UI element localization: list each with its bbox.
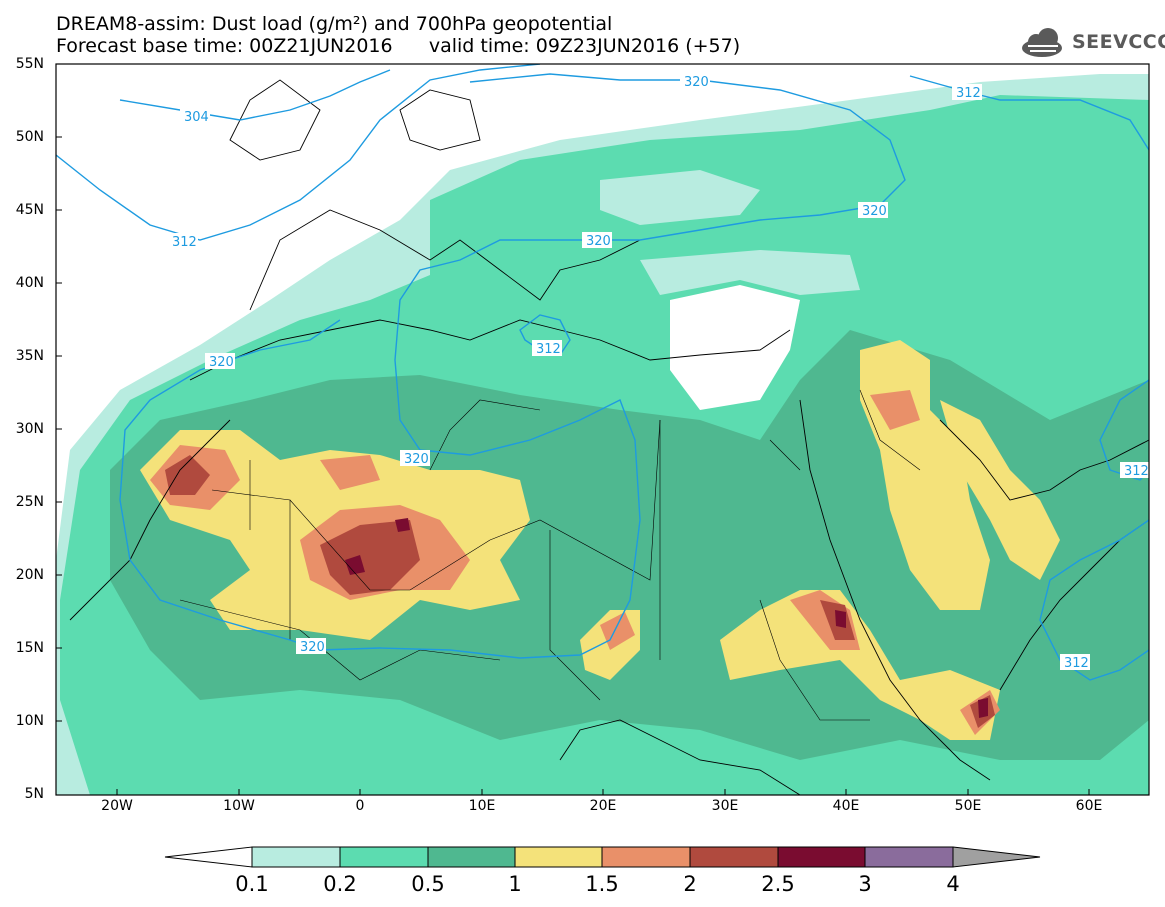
colorbar-segment bbox=[689, 846, 779, 868]
dust-band-2.5-n bbox=[395, 518, 410, 532]
colorbar-segment bbox=[601, 846, 691, 868]
dust-band-2.5-somalia bbox=[978, 698, 988, 718]
clear-area-anatolia bbox=[640, 250, 860, 295]
colorbar-segment bbox=[251, 846, 341, 868]
lat-label: 20N bbox=[15, 567, 44, 583]
coastlines bbox=[69, 79, 1149, 795]
axis-ticks bbox=[56, 63, 1090, 795]
map-title: DREAM8-assim: Dust load (g/m²) and 700hP… bbox=[56, 13, 613, 35]
colorbar-label: 2 bbox=[683, 872, 697, 896]
colorbar-label: 0.5 bbox=[411, 872, 445, 896]
colorbar-label: 1 bbox=[508, 872, 522, 896]
lat-label: 30N bbox=[15, 421, 44, 437]
contour-label: 312 bbox=[1064, 656, 1089, 671]
lat-label: 10N bbox=[15, 713, 44, 729]
dust-band-1.5-iraq bbox=[870, 390, 920, 430]
lon-label: 10E bbox=[468, 798, 496, 814]
contour-label: 320 bbox=[209, 355, 234, 370]
contour-label: 312 bbox=[1124, 464, 1149, 479]
colorbar-label: 3 bbox=[858, 872, 872, 896]
clear-area-central-europe bbox=[600, 170, 760, 225]
colorbar-label: 4 bbox=[946, 872, 960, 896]
colorbar-label: 1.5 bbox=[585, 872, 619, 896]
dust-band-1-ethiopia bbox=[720, 590, 1000, 740]
contour-labels: 304 312 320 320 320 312 320 320 320 312 … bbox=[168, 73, 1150, 671]
dust-band-2-west bbox=[165, 455, 210, 495]
colorbar-label: 2.5 bbox=[761, 872, 795, 896]
lat-label: 15N bbox=[15, 640, 44, 656]
lon-label: 50E bbox=[954, 798, 982, 814]
colorbar-segment bbox=[514, 846, 603, 868]
colorbar-segment bbox=[427, 846, 516, 868]
colorbar-label: 0.1 bbox=[235, 872, 269, 896]
lon-label: 20E bbox=[589, 798, 617, 814]
colorbar-over-triangle bbox=[952, 846, 1041, 868]
lon-label: 30E bbox=[711, 798, 739, 814]
lat-label: 40N bbox=[15, 275, 44, 291]
lon-label: 40E bbox=[832, 798, 860, 814]
colorbar-label: 0.2 bbox=[323, 872, 357, 896]
lon-label: 60E bbox=[1075, 798, 1103, 814]
dust-band-1-gulf bbox=[940, 400, 1060, 580]
cloud-icon bbox=[1022, 28, 1062, 57]
contour-label: 312 bbox=[536, 342, 561, 357]
lat-label: 55N bbox=[15, 56, 44, 72]
clear-area-east-med bbox=[670, 285, 800, 410]
dust-band-1.5-mali bbox=[320, 455, 380, 490]
lon-label: 10W bbox=[223, 798, 255, 814]
dust-band-2.5-central bbox=[345, 555, 365, 575]
contour-label: 320 bbox=[404, 452, 429, 467]
contour-label: 320 bbox=[684, 75, 709, 90]
colorbar-segment bbox=[339, 846, 429, 868]
lat-label: 50N bbox=[15, 129, 44, 145]
dust-band-2.5-sudan bbox=[835, 610, 846, 628]
lat-label: 5N bbox=[24, 786, 44, 802]
lat-label: 25N bbox=[15, 494, 44, 510]
contour-label: 320 bbox=[300, 640, 325, 655]
contour-label: 304 bbox=[184, 110, 209, 125]
map-subtitle: Forecast base time: 00Z21JUN2016 valid t… bbox=[56, 35, 741, 57]
contour-label: 320 bbox=[862, 204, 887, 219]
lon-label: 0 bbox=[355, 798, 365, 814]
lat-label: 35N bbox=[15, 348, 44, 364]
contour-label: 312 bbox=[956, 86, 981, 101]
dust-band-2-central bbox=[320, 520, 420, 595]
colorbar bbox=[164, 846, 1041, 868]
country-borders bbox=[179, 389, 921, 721]
dust-field bbox=[56, 64, 1149, 795]
lon-label: 20W bbox=[101, 798, 133, 814]
lat-label: 45N bbox=[15, 202, 44, 218]
logo-text: SEEVCCC bbox=[1072, 31, 1165, 53]
colorbar-segment bbox=[864, 846, 954, 868]
colorbar-under-triangle bbox=[164, 846, 253, 868]
contour-label: 312 bbox=[172, 235, 197, 250]
contour-label: 320 bbox=[586, 234, 611, 249]
colorbar-segment bbox=[777, 846, 866, 868]
